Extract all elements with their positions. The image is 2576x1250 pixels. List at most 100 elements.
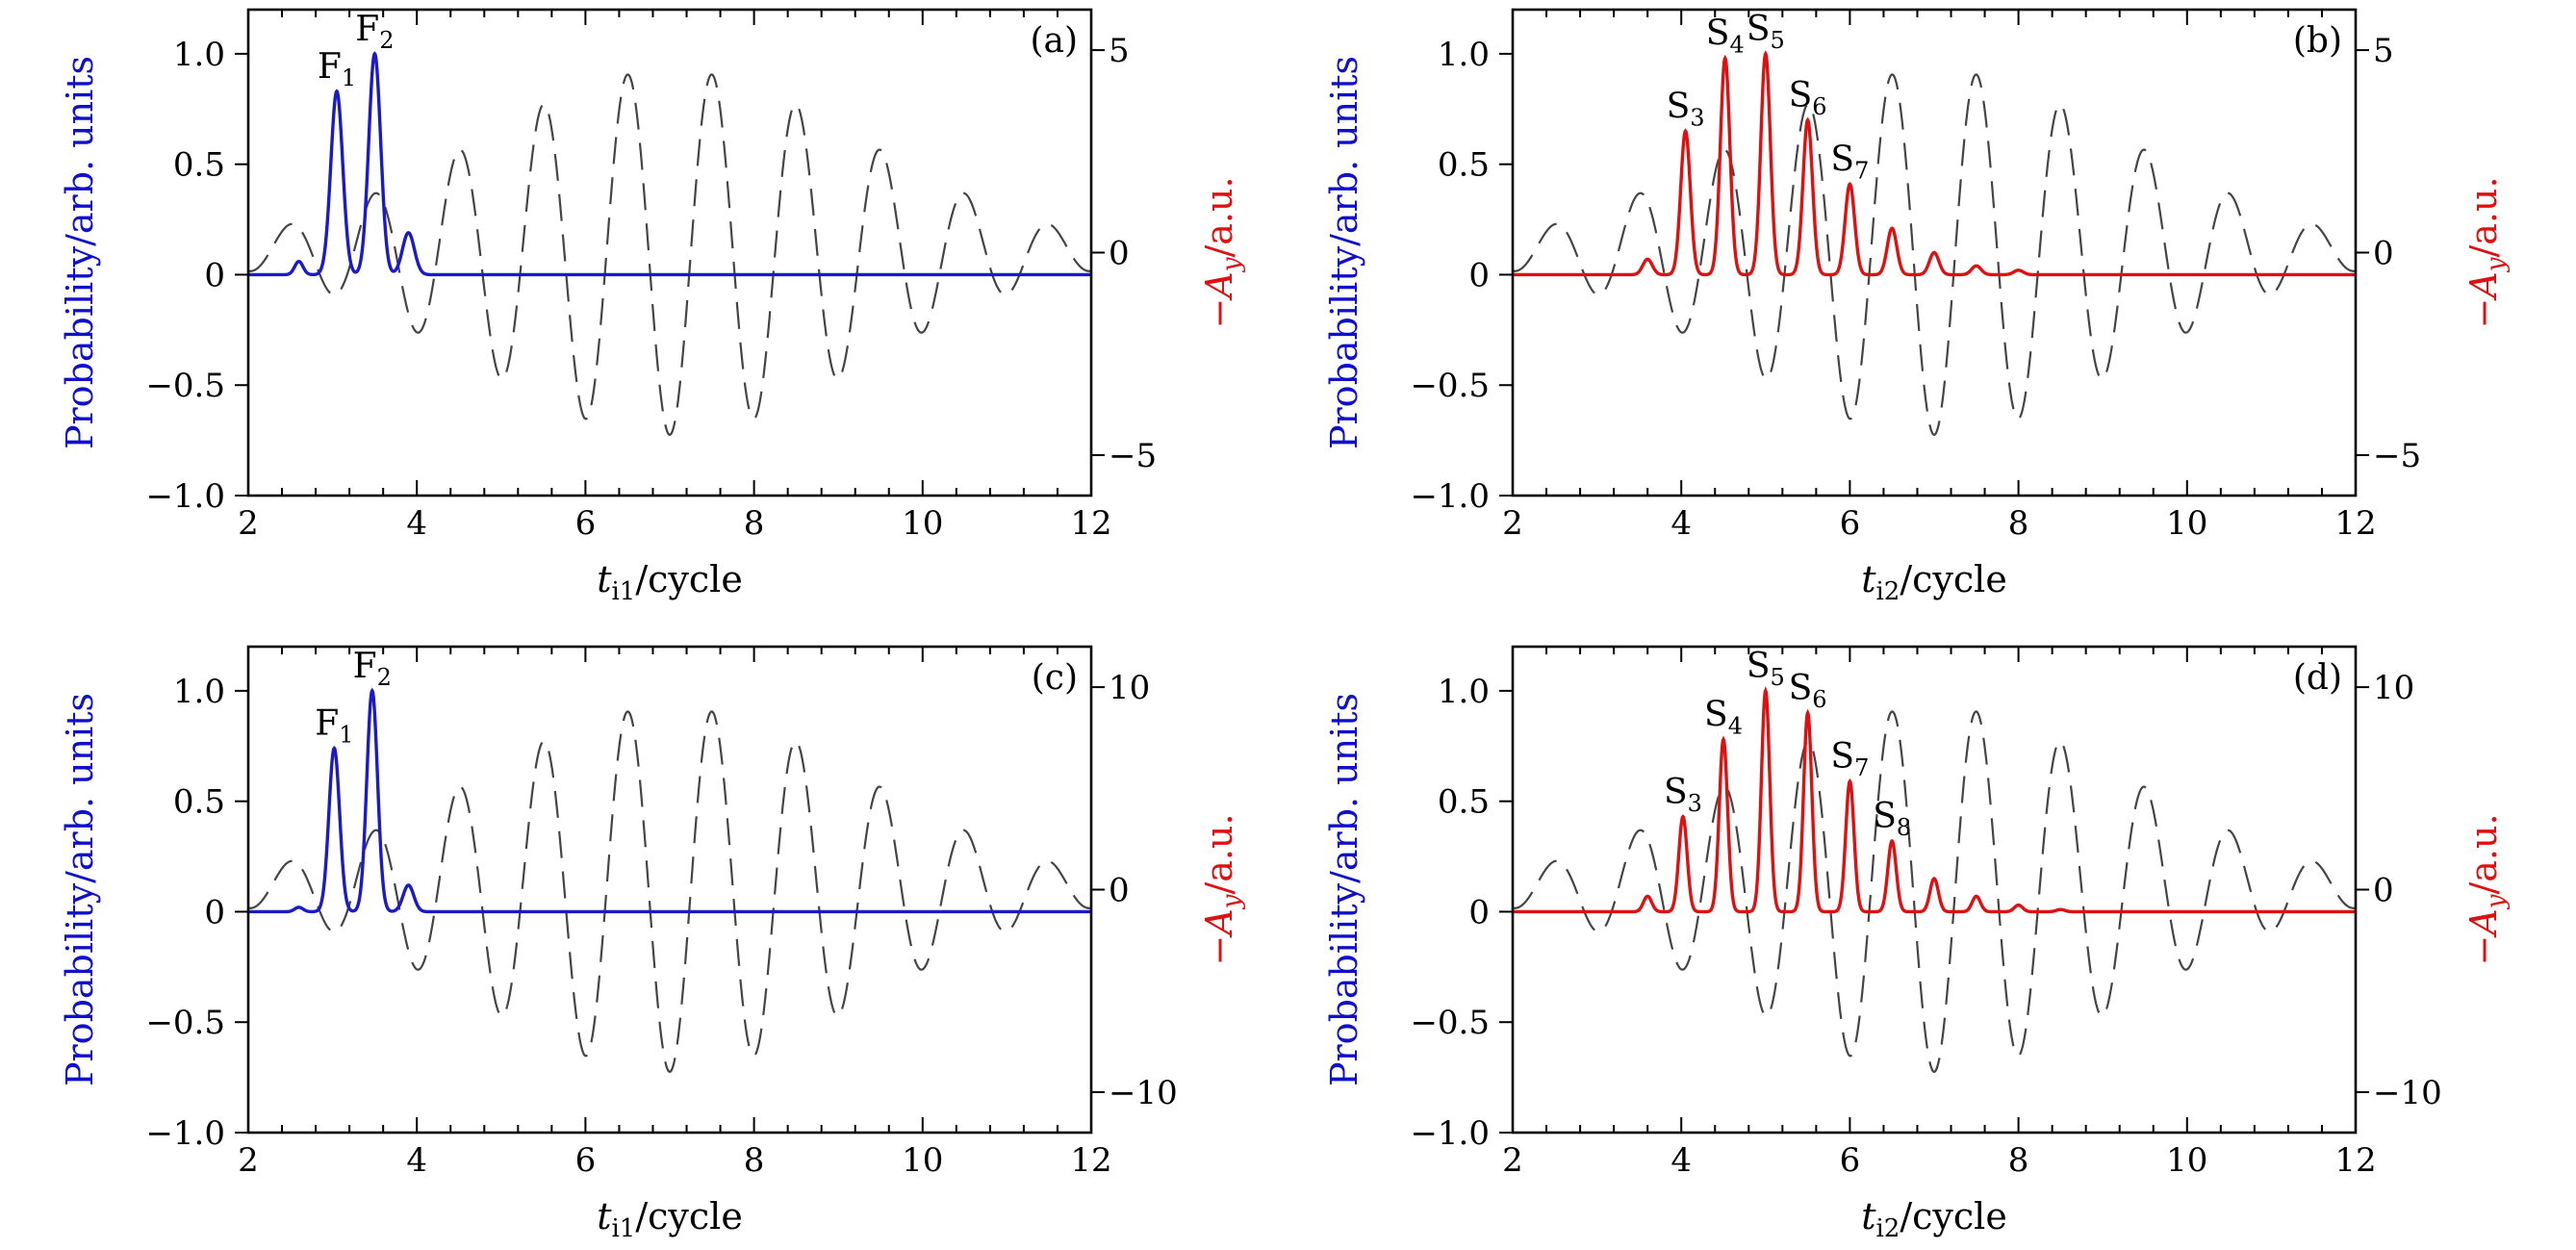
peak-label-base: S [1789,669,1813,708]
x-tick-label: 12 [1070,504,1111,543]
y-tick-label: 0.5 [173,783,225,822]
y-tick-label: 0 [204,893,225,931]
peak-label-base: F [318,47,342,87]
y2-label-var: −A [1198,271,1240,328]
y-tick-label: −1.0 [145,1114,225,1153]
x-tick-label: 4 [406,1141,427,1180]
y2-tick-label: −5 [2373,437,2421,475]
field-series-line [248,73,1091,437]
x-axis-label-sub: i1 [611,577,635,606]
peak-label-base: S [1664,773,1688,812]
y2-tick-label: 10 [2373,669,2414,707]
y-tick-label: 0 [204,256,225,294]
peak-label-F2: F2 [353,647,392,691]
panel-label: (b) [2293,21,2342,61]
y-tick-label: 0.5 [173,146,225,185]
peak-label-S8: S8 [1873,797,1911,841]
x-tick-label: 8 [744,1141,765,1180]
x-tick-label: 2 [238,1141,259,1180]
y2-label-sub: y [2482,257,2511,272]
x-tick-label: 12 [2334,1141,2376,1180]
y-tick-label: −0.5 [1410,1004,1490,1042]
x-tick-label: 10 [2166,1141,2207,1180]
y2-tick-label: −10 [2373,1074,2442,1112]
x-tick-label: 6 [575,504,597,543]
plot-frame [246,8,1093,497]
y2-tick-label: 0 [2373,235,2394,273]
peak-label-base: S [1873,797,1897,836]
y-tick-label: −1.0 [1410,477,1490,516]
peak-label-base: S [1747,10,1771,49]
x-tick-label: 4 [406,504,427,543]
peak-label-F2: F2 [355,10,394,54]
peak-label-S4: S4 [1704,695,1743,739]
field-series-line [248,710,1091,1074]
peak-label-sub: 1 [342,64,356,91]
x-axis-label: ti1/cycle [597,1195,743,1243]
y-axis-label: Probability/arb. units [59,693,101,1086]
y-tick-label: −0.5 [145,1004,225,1042]
y-tick-label: 0.5 [1438,146,1490,185]
x-axis-label-unit: /cycle [635,1195,742,1237]
y2-tick-label: 10 [1109,669,1150,707]
x-axis-label: ti2/cycle [1861,1195,2007,1243]
peak-label-S6: S6 [1789,76,1827,120]
peak-label-sub: 2 [377,664,392,691]
x-axis-label-var: t [597,558,612,600]
peak-label-base: S [1789,76,1813,115]
peak-label-S7: S7 [1830,140,1869,184]
field-series-line [1513,710,2356,1074]
y2-tick-label: −5 [1109,437,1157,475]
x-axis-label-unit: /cycle [1900,1195,2006,1237]
probability-series-line [248,687,1091,914]
peak-label-sub: 3 [1690,104,1704,131]
y2-label-unit: /a.u. [2462,176,2505,257]
y2-label-unit: /a.u. [1198,813,1240,894]
y2-tick-label: 5 [1109,32,1130,70]
peak-label-sub: 5 [1770,664,1784,691]
x-tick-label: 10 [902,504,943,543]
panel-label: (a) [1030,21,1078,61]
x-axis-label-unit: /cycle [635,558,742,600]
x-tick-label: 10 [2166,504,2207,543]
probability-series-line [1513,686,2356,914]
y-tick-label: 0 [1468,256,1490,294]
peak-label-sub: 7 [1854,157,1869,184]
peak-label-S3: S3 [1664,773,1702,817]
x-axis-label-var: t [1861,558,1876,600]
peak-label-S4: S4 [1706,14,1745,59]
peak-label-sub: 7 [1854,754,1869,781]
peak-label-F1: F1 [318,47,356,91]
x-tick-label: 6 [575,1141,597,1180]
peak-label-S5: S5 [1747,10,1785,54]
x-tick-label: 2 [1502,504,1523,543]
y2-axis-label: −Ay/a.u. [1198,813,1246,965]
peak-label-sub: 2 [379,27,394,54]
y-tick-label: 1.0 [1438,36,1490,74]
y2-label-sub: y [1217,257,1246,272]
x-tick-label: 2 [1502,1141,1523,1180]
x-tick-label: 8 [2008,1141,2029,1180]
x-axis-label-sub: i2 [1875,577,1900,606]
x-tick-label: 6 [1840,1141,1861,1180]
peak-label-sub: 5 [1770,27,1784,54]
peak-label-base: F [315,704,339,744]
x-tick-label: 10 [902,1141,943,1180]
panel-d: 2 4 6 8 10 12 −1.0 −0.5 0 0.5 1.0 −10 0 10 (d) ti2/cycl… [1323,645,2511,1243]
peak-label-base: S [1830,140,1854,179]
probability-series-line [248,51,1091,277]
plot-frame [1511,645,2358,1135]
x-tick-label: 12 [2334,504,2376,543]
y2-label-var: −A [1198,908,1240,965]
y2-label-sub: y [2482,894,2511,909]
x-axis-label-sub: i1 [611,1214,635,1243]
y2-label-var: −A [2462,271,2505,328]
x-tick-label: 4 [1671,504,1692,543]
field-series-line [1513,73,2356,437]
x-tick-label: 8 [744,504,765,543]
peak-label-base: S [1704,695,1728,734]
x-tick-label: 2 [238,504,259,543]
x-tick-label: 12 [1070,1141,1111,1180]
peak-label-sub: 4 [1728,712,1743,739]
peak-label-base: S [1830,737,1854,777]
